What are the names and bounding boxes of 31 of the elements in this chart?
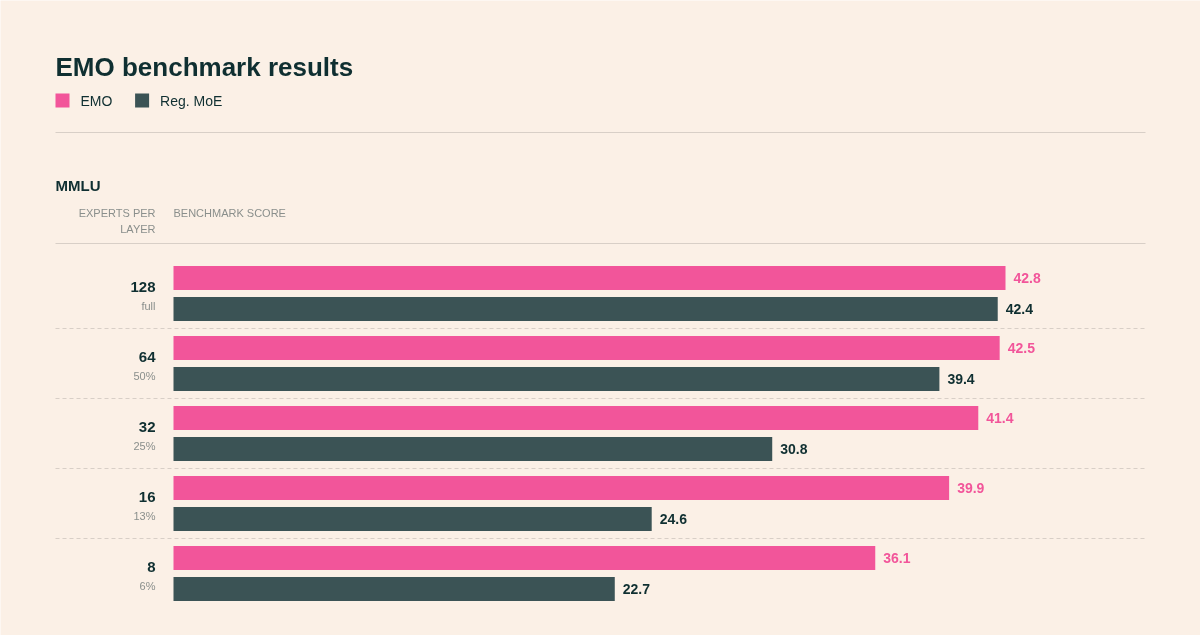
y-tick-label: 64 50% [133,347,157,382]
bar [173,437,773,461]
chart-subtitle: MMLU [55,177,101,194]
bar [173,507,652,531]
y-tick-label: 16 13% [133,487,156,522]
data-label: 22.7 [622,581,651,597]
y-tick-label: 128 full [130,277,156,312]
x-axis-title: BENCHMARK SCORE [173,206,286,219]
data-label: 39.4 [947,371,975,387]
legend-label: Reg. MoE [160,92,223,109]
bar [173,367,940,391]
data-label: 39.9 [957,480,985,496]
y-axis-title: EXPERTS PER LAYER [78,206,156,235]
data-label: 36.1 [883,550,911,566]
bar [173,476,950,500]
bar [173,546,876,570]
chart-title: EMO benchmark results [55,51,354,82]
data-label: 42.8 [1013,270,1041,286]
bar [173,297,998,321]
bar [173,406,979,430]
bar [173,577,615,601]
data-label: 41.4 [986,410,1014,426]
y-tick-label: 32 25% [133,417,156,452]
bar [173,266,1006,290]
y-tick-label: 8 6% [139,557,156,592]
bar [173,336,1000,360]
data-label: 24.6 [659,511,688,527]
data-label: 42.4 [1005,301,1034,317]
legend-label: EMO [80,92,113,109]
data-label: 30.8 [780,441,808,457]
data-label: 42.5 [1007,340,1036,356]
